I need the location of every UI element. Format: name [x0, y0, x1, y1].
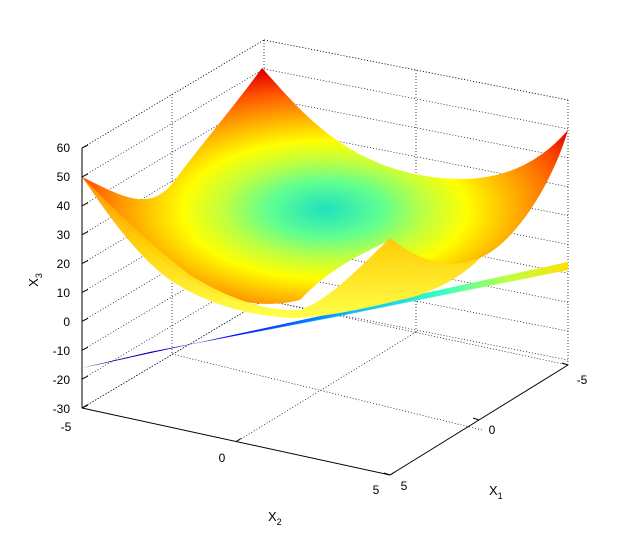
- x1-tick-5: 5: [401, 479, 408, 493]
- x3-axis-label: X3: [26, 273, 44, 287]
- x1-tick-mark: [472, 417, 480, 421]
- x1-tick-neg5: -5: [577, 373, 588, 387]
- x2-tick-5: 5: [373, 483, 380, 497]
- x3-tick-0: 0: [63, 315, 70, 329]
- x3-tick-mark: [81, 375, 89, 380]
- z-gridline: [263, 68, 569, 130]
- x3-tick-neg10: -10: [53, 344, 71, 358]
- x1-tick-labels: 5 0 -5: [401, 373, 588, 493]
- x1-axis-label: X1: [489, 483, 503, 501]
- x2-tick-mark: [235, 438, 242, 442]
- x3-tick-50: 50: [57, 170, 71, 184]
- x3-tick-mark: [81, 288, 89, 293]
- z-gridline: [81, 241, 265, 351]
- x3-tick-mark: [81, 260, 89, 265]
- x2-axis-label: X2: [268, 509, 282, 527]
- x3-tick-30: 30: [57, 228, 71, 242]
- z-gridline: [263, 39, 569, 101]
- x3-tick-mark: [81, 202, 89, 207]
- x3-tick-mark: [81, 173, 89, 178]
- x3-tick-neg20: -20: [53, 373, 71, 387]
- x3-tick-mark: [81, 144, 89, 149]
- x3-tick-mark: [81, 231, 89, 236]
- x3-tick-10: 10: [57, 286, 71, 300]
- x3-tick-mark: [81, 346, 89, 351]
- z-gridline: [81, 97, 265, 207]
- x2-tick-0: 0: [219, 451, 226, 465]
- x3-tick-mark: [81, 317, 89, 322]
- x2-tick-mark: [389, 471, 396, 476]
- z-gridline: [81, 68, 265, 178]
- x1-tick-0: 0: [489, 423, 496, 437]
- x2-tick-neg5: -5: [61, 420, 72, 434]
- x2-tick-labels: -5 0 5: [61, 420, 380, 497]
- z-gridline: [81, 126, 265, 235]
- x3-tick-60: 60: [57, 141, 71, 155]
- z-gridline: [263, 97, 569, 159]
- x2-tick-mark: [81, 404, 88, 409]
- x3-tick-20: 20: [57, 257, 71, 271]
- paraboloid-surface: [82, 68, 568, 318]
- x3-tick-neg30: -30: [53, 402, 71, 416]
- z-gridline: [81, 39, 265, 149]
- tick-marks: [81, 144, 569, 476]
- x3-tick-40: 40: [57, 199, 71, 213]
- z-gridline: [81, 270, 265, 380]
- x1-tick-mark: [383, 472, 391, 476]
- x1-tick-mark: [561, 362, 569, 366]
- x3-tick-labels: 60 50 40 30 20 10 0 -10 -20 -30: [53, 141, 71, 416]
